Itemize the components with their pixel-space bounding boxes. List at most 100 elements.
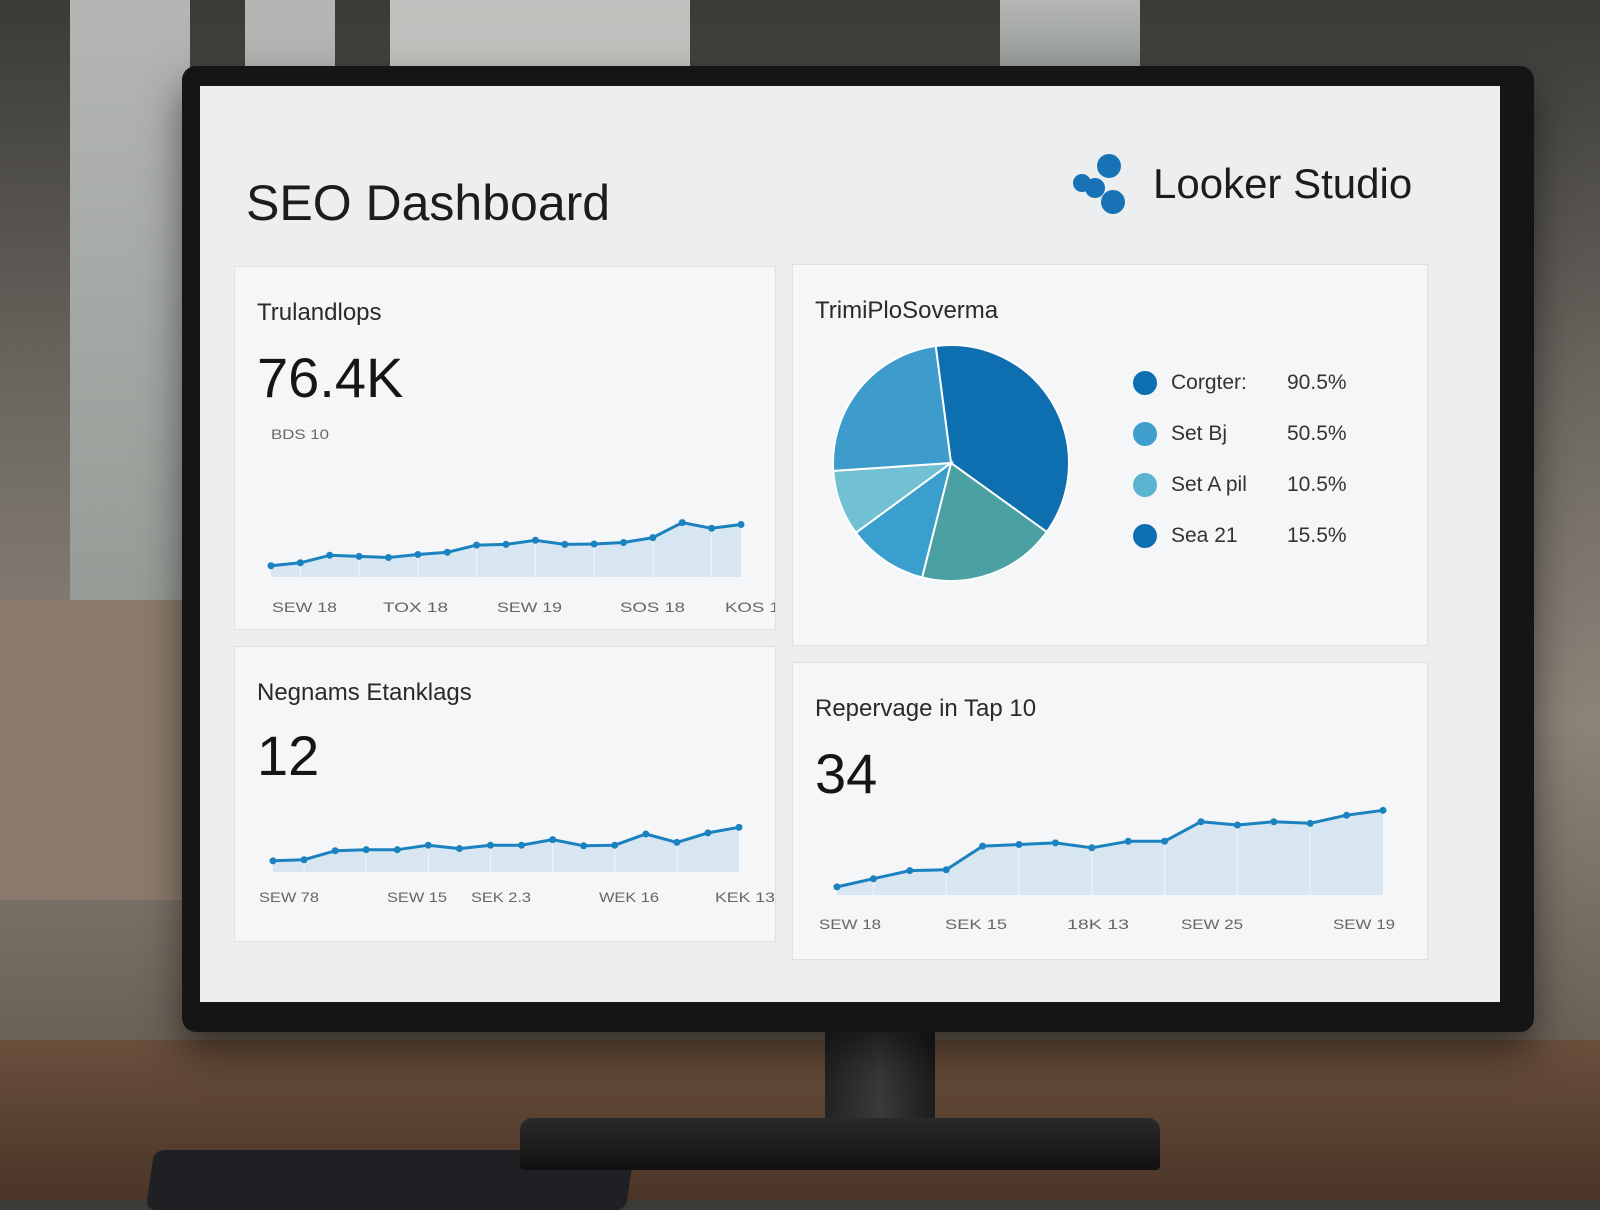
data-point[interactable] <box>1124 837 1132 845</box>
data-point[interactable] <box>355 552 363 560</box>
legend-value: 15.5% <box>1287 523 1347 547</box>
top10-card[interactable]: Repervage in Tap 10 34 SEW 18 SEK 15 18K 1… <box>792 662 1428 960</box>
background-wall <box>0 600 200 900</box>
data-point[interactable] <box>590 540 598 548</box>
legend-label: Corgter: <box>1171 370 1247 394</box>
pie-slice[interactable] <box>854 460 953 579</box>
data-point[interactable] <box>1161 837 1169 845</box>
legend-label: Set A pil <box>1171 472 1247 496</box>
x-tick-label: SOS 18 <box>620 599 685 615</box>
rankings-card[interactable]: Negnams Etanklags 12 SEW 78 SEW 15 SEK 2.3… <box>234 646 776 942</box>
data-point[interactable] <box>1015 841 1023 849</box>
data-point[interactable] <box>1088 844 1096 852</box>
metric-value: 76.4K <box>257 346 404 409</box>
data-point[interactable] <box>649 534 657 542</box>
data-point[interactable] <box>326 551 334 559</box>
data-point[interactable] <box>296 559 304 567</box>
data-point[interactable] <box>385 554 392 561</box>
data-point[interactable] <box>678 519 686 527</box>
data-point[interactable] <box>620 539 627 546</box>
pie-slice[interactable] <box>920 461 1049 582</box>
x-tick-label: 18K 13 <box>1067 916 1129 932</box>
metric-value: 34 <box>815 742 878 805</box>
legend-swatch <box>1133 523 1157 548</box>
data-point[interactable] <box>708 524 716 532</box>
data-point[interactable] <box>473 541 481 549</box>
data-point[interactable] <box>580 842 588 850</box>
legend-item: Set A pil 10.5% <box>1133 459 1347 510</box>
data-point[interactable] <box>300 856 308 864</box>
data-point[interactable] <box>704 829 712 837</box>
data-point[interactable] <box>561 540 569 548</box>
data-point[interactable] <box>1233 821 1241 829</box>
x-tick-label: KEK 13 <box>715 889 775 905</box>
brand-name: Looker Studio <box>1153 160 1413 207</box>
data-point[interactable] <box>906 867 914 875</box>
x-tick-label: SEW 19 <box>1333 916 1395 932</box>
legend-value: 50.5% <box>1287 421 1347 445</box>
area-fill <box>271 522 741 577</box>
legend-item: Corgter: 90.5% <box>1133 357 1347 408</box>
area-fill <box>837 810 1383 895</box>
data-point[interactable] <box>737 521 745 528</box>
legend-value: 10.5% <box>1287 472 1347 496</box>
data-point[interactable] <box>979 842 987 850</box>
data-point[interactable] <box>269 857 277 865</box>
data-point[interactable] <box>1270 818 1278 826</box>
data-point[interactable] <box>1051 839 1059 847</box>
line-chart: SEW 18 TOX 18 SEW 19 SOS 18 KOS 19 BDS 10 <box>267 426 775 615</box>
pie-slice[interactable] <box>934 344 1070 534</box>
legend-swatch <box>1133 472 1157 497</box>
data-point[interactable] <box>833 883 841 891</box>
legend-value: 90.5% <box>1287 370 1347 394</box>
data-point[interactable] <box>1197 818 1205 826</box>
legend-label: Set Bj <box>1171 421 1228 445</box>
traffic-source-card[interactable]: TrimiPloSoverma Corgter: 90.5% Set Bj 50… <box>792 264 1428 646</box>
pie-slice[interactable] <box>832 344 953 472</box>
data-point[interactable] <box>735 823 743 831</box>
x-tick-label: SEW 78 <box>259 889 319 905</box>
series-line <box>272 825 740 863</box>
data-point[interactable] <box>393 846 401 854</box>
data-point[interactable] <box>531 536 539 544</box>
data-point[interactable] <box>267 562 275 570</box>
data-point[interactable] <box>869 875 877 883</box>
data-point[interactable] <box>673 838 681 846</box>
data-point[interactable] <box>331 847 339 855</box>
data-point[interactable] <box>455 845 463 853</box>
data-point[interactable] <box>414 551 422 558</box>
x-tick-label: SEK 2.3 <box>471 889 531 905</box>
data-point[interactable] <box>642 830 650 838</box>
legend-swatch <box>1133 370 1157 395</box>
legend-swatch <box>1133 421 1157 446</box>
x-tick-label: SEK 15 <box>945 916 1007 932</box>
data-point[interactable] <box>549 836 557 844</box>
data-point[interactable] <box>443 548 451 556</box>
data-point[interactable] <box>1343 811 1351 819</box>
data-point[interactable] <box>1379 806 1387 814</box>
data-point[interactable] <box>611 841 619 849</box>
x-tick-label: SEW 18 <box>272 599 337 615</box>
legend-item: Sea 21 15.5% <box>1133 510 1347 561</box>
card-title: TrimiPloSoverma <box>815 297 999 324</box>
data-point[interactable] <box>1306 819 1314 827</box>
x-tick-label: SEW 15 <box>387 889 447 905</box>
monitor-base <box>520 1118 1160 1170</box>
data-point[interactable] <box>424 841 432 849</box>
pie-chart <box>832 344 1070 582</box>
x-tick-label: KOS 19 <box>725 599 775 615</box>
data-point[interactable] <box>486 841 494 849</box>
x-tick-label: SEW 19 <box>497 599 562 615</box>
legend-label: Sea 21 <box>1171 523 1238 547</box>
dashboard-screen: SEO Dashboard Looker Studio Trulandlops … <box>200 86 1500 1002</box>
legend-item: Set Bj 50.5% <box>1133 408 1347 459</box>
data-point[interactable] <box>942 866 950 874</box>
card-title: Trulandlops <box>257 299 382 326</box>
data-point[interactable] <box>362 846 370 854</box>
brand-header[interactable]: Looker Studio <box>1073 154 1412 214</box>
page-title: SEO Dashboard <box>246 175 611 231</box>
data-point[interactable] <box>518 841 526 849</box>
x-tick-label: SEW 25 <box>1181 916 1243 932</box>
sessions-card[interactable]: Trulandlops 76.4K SEW 18 TOX 18 SEW 19 SOS … <box>234 266 776 630</box>
data-point[interactable] <box>502 540 510 548</box>
